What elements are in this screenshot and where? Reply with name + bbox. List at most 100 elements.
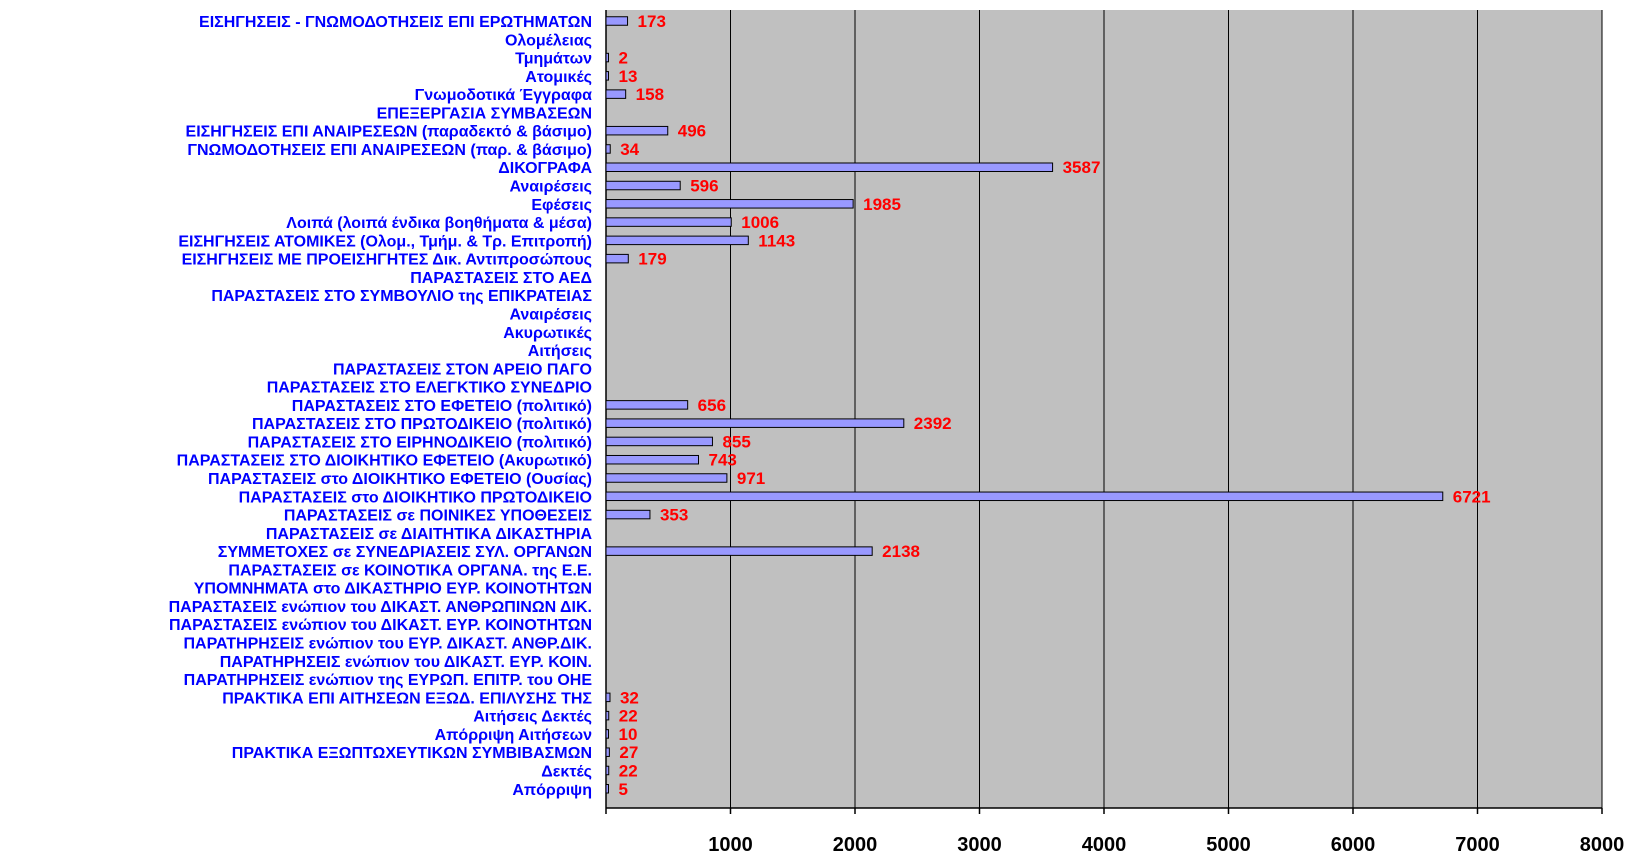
- category-label: Αναιρέσεις: [509, 179, 592, 196]
- x-tick-label: 7000: [1455, 834, 1500, 856]
- category-label: Αιτήσεις: [528, 343, 592, 360]
- category-label: Ολομέλειας: [505, 32, 592, 49]
- bar: [605, 235, 749, 246]
- bar: [605, 509, 651, 520]
- category-label: ΠΑΡΑΣΤΑΣΕΙΣ σε ΔΙΑΙΤΗΤΙΚΑ ΔΙΚΑΣΤΗΡΙΑ: [266, 526, 593, 543]
- category-label: ΠΑΡΑΣΤΑΣΕΙΣ ΣΤΟ ΑΕΔ: [410, 270, 592, 287]
- category-label: ΠΑΡΑΣΤΑΣΕΙΣ ΣΤΟ ΠΡΩΤΟΔΙΚΕΙΟ (πολιτικό): [252, 416, 592, 433]
- category-label: ΓΝΩΜΟΔΟΤΗΣΕΙΣ ΕΠΙ ΑΝΑΙΡΕΣΕΩΝ (παρ. & βάσ…: [187, 142, 592, 159]
- bar: [605, 454, 700, 465]
- category-label: Εφέσεις: [531, 197, 592, 214]
- data-label: 855: [722, 432, 750, 451]
- category-label: ΕΙΣΗΓΗΣΕΙΣ - ΓΝΩΜΟΔΟΤΗΣΕΙΣ ΕΠΙ ΕΡΩΤΗΜΑΤΩ…: [199, 14, 592, 31]
- category-label: ΠΑΡΑΣΤΑΣΕΙΣ σε ΠΟΙΝΙΚΕΣ ΥΠΟΘΕΣΕΙΣ: [284, 508, 593, 525]
- category-label: ΠΑΡΑΣΤΑΣΕΙΣ ΣΤΟΝ ΑΡΕΙΟ ΠΑΓΟ: [333, 361, 592, 378]
- bar: [605, 89, 627, 99]
- category-label: ΠΑΡΑΣΤΑΣΕΙΣ στο ΔΙΟΙΚΗΤΙΚΟ ΠΡΩΤΟΔΙΚΕΙΟ: [239, 489, 592, 506]
- category-label: ΕΙΣΗΓΗΣΕΙΣ ΕΠΙ ΑΝΑΙΡΕΣΕΩΝ (παραδεκτό & β…: [186, 124, 592, 141]
- category-label: ΠΑΡΑΤΗΡΗΣΕΙΣ ενώπιον του ΔΙΚΑΣΤ. ΕΥΡ. ΚΟ…: [220, 654, 592, 671]
- data-label: 27: [619, 743, 638, 762]
- category-label: ΠΑΡΑΣΤΑΣΕΙΣ στο ΔΙΟΙΚΗΤΙΚΟ ΕΦΕΤΕΙΟ (Ουσί…: [208, 471, 592, 488]
- bar: [605, 400, 689, 410]
- data-label: 22: [619, 761, 638, 780]
- category-label: Ακυρωτικές: [503, 325, 592, 342]
- category-label: ΕΠΕΞΕΡΓΑΣΙΑ ΣΥΜΒΑΣΕΩΝ: [377, 105, 592, 122]
- bar: [605, 491, 1444, 502]
- data-label: 2392: [914, 414, 952, 433]
- category-label: ΕΙΣΗΓΗΣΕΙΣ ΑΤΟΜΙΚΕΣ (Ολομ., Τμήμ. & Τρ. …: [178, 233, 592, 250]
- category-label: ΠΑΡΑΣΤΑΣΕΙΣ ΣΤΟ ΣΥΜΒΟΥΛΙΟ της ΕΠΙΚΡΑΤΕΙΑ…: [211, 288, 592, 305]
- category-label: Απόρριψη: [512, 782, 592, 799]
- x-tick-label: 4000: [1082, 834, 1127, 856]
- category-labels: ΕΙΣΗΓΗΣΕΙΣ - ΓΝΩΜΟΔΟΤΗΣΕΙΣ ΕΠΙ ΕΡΩΤΗΜΑΤΩ…: [169, 14, 593, 799]
- category-label: ΠΑΡΑΣΤΑΣΕΙΣ ΣΤΟ ΕΦΕΤΕΙΟ (πολιτικό): [292, 398, 592, 415]
- data-label: 32: [620, 688, 639, 707]
- bar: [605, 253, 629, 264]
- data-label: 1006: [741, 213, 779, 232]
- category-label: Αναιρέσεις: [509, 306, 592, 323]
- data-label: 743: [709, 451, 737, 470]
- bar: [605, 162, 1054, 172]
- x-tick-label: 3000: [957, 834, 1002, 856]
- bar: [605, 784, 609, 794]
- data-label: 179: [638, 250, 666, 269]
- data-label: 5: [619, 780, 628, 799]
- x-tick-label: 6000: [1331, 834, 1376, 856]
- bar: [605, 180, 681, 191]
- category-label: Απόρριψη Αιτήσεων: [435, 727, 592, 744]
- bar: [605, 546, 873, 556]
- bar: [605, 418, 905, 428]
- category-label: Ατομικές: [525, 69, 592, 86]
- bar: [605, 125, 669, 136]
- bar: [605, 729, 609, 739]
- category-label: ΠΡΑΚΤΙΚΑ ΕΞΩΠΤΩΧΕΥΤΙΚΩΝ ΣΥΜΒΙΒΑΣΜΩΝ: [232, 745, 592, 762]
- bar: [605, 144, 611, 154]
- data-label: 1985: [863, 195, 901, 214]
- data-label: 173: [638, 12, 666, 31]
- data-label: 1143: [758, 231, 795, 250]
- category-label: Γνωμοδοτικά Έγγραφα: [415, 87, 593, 104]
- bar: [605, 217, 732, 227]
- gridlines: [605, 10, 1603, 814]
- data-label: 158: [636, 85, 664, 104]
- data-label: 3587: [1063, 158, 1101, 177]
- category-label: ΠΑΡΑΣΤΑΣΕΙΣ σε ΚΟΙΝΟΤΙΚΑ ΟΡΓΑΝΑ. της Ε.Ε…: [228, 562, 592, 579]
- bar: [605, 710, 610, 721]
- category-label: ΠΑΡΑΤΗΡΗΣΕΙΣ ενώπιον του ΕΥΡ. ΔΙΚΑΣΤ. ΑΝ…: [183, 636, 592, 653]
- bar: [605, 436, 713, 447]
- data-label: 2138: [882, 542, 920, 561]
- category-label: ΠΑΡΑΣΤΑΣΕΙΣ ΣΤΟ ΔΙΟΙΚΗΤΙΚΟ ΕΦΕΤΕΙΟ (Ακυρ…: [177, 453, 592, 470]
- x-tick-label: 2000: [833, 834, 878, 856]
- category-label: ΠΑΡΑΣΤΑΣΕΙΣ ΣΤΟ ΕΛΕΓΚΤΙΚΟ ΣΥΝΕΔΡΙΟ: [267, 380, 592, 397]
- x-tick-label: 1000: [708, 834, 753, 856]
- bar: [605, 747, 610, 757]
- category-label: ΠΑΡΑΣΤΑΣΕΙΣ ενώπιον του ΔΙΚΑΣΤ. ΕΥΡ. ΚΟΙ…: [169, 617, 592, 634]
- x-tick-labels: 1000 2000 3000 4000 5000 6000 7000 8000: [708, 834, 1624, 856]
- category-label: Λοιπά (λοιπά ένδικα βοηθήματα & μέσα): [286, 215, 592, 232]
- category-label: ΥΠΟΜΝΗΜΑΤΑ στο ΔΙΚΑΣΤΗΡΙΟ ΕΥΡ. ΚΟΙΝΟΤΗΤΩ…: [194, 581, 592, 598]
- data-label: 22: [619, 707, 638, 726]
- data-label: 353: [660, 506, 688, 525]
- category-label: Δεκτές: [541, 763, 592, 780]
- category-label: ΣΥΜΜΕΤΟΧΕΣ σε ΣΥΝΕΔΡΙΑΣΕΙΣ ΣΥΛ. ΟΡΓΑΝΩΝ: [218, 544, 592, 561]
- bars: [605, 16, 1444, 794]
- data-label: 656: [698, 396, 726, 415]
- data-label: 496: [678, 122, 706, 141]
- category-label: ΔΙΚΟΓΡΑΦΑ: [498, 160, 592, 177]
- category-label: Τμημάτων: [515, 51, 592, 68]
- data-label: 6721: [1453, 487, 1491, 506]
- x-tick-label: 8000: [1580, 834, 1625, 856]
- category-label: ΠΑΡΑΤΗΡΗΣΕΙΣ ενώπιον της ΕΥΡΩΠ. ΕΠΙΤΡ. τ…: [184, 672, 593, 689]
- data-label: 2: [619, 49, 628, 68]
- category-label: ΠΑΡΑΣΤΑΣΕΙΣ ενώπιον του ΔΙΚΑΣΤ. ΑΝΘΡΩΠΙΝ…: [169, 599, 592, 616]
- bar: [605, 199, 854, 209]
- data-label: 34: [620, 140, 639, 159]
- bar: [605, 52, 609, 63]
- bar: [605, 71, 609, 81]
- category-label: ΠΑΡΑΣΤΑΣΕΙΣ ΣΤΟ ΕΙΡΗΝΟΔΙΚΕΙΟ (πολιτικό): [248, 434, 592, 451]
- bar: [605, 692, 611, 703]
- category-label: ΕΙΣΗΓΗΣΕΙΣ ΜΕ ΠΡΟΕΙΣΗΓΗΤΕΣ Δικ. Αντιπροσ…: [182, 252, 592, 269]
- data-label: 971: [737, 469, 765, 488]
